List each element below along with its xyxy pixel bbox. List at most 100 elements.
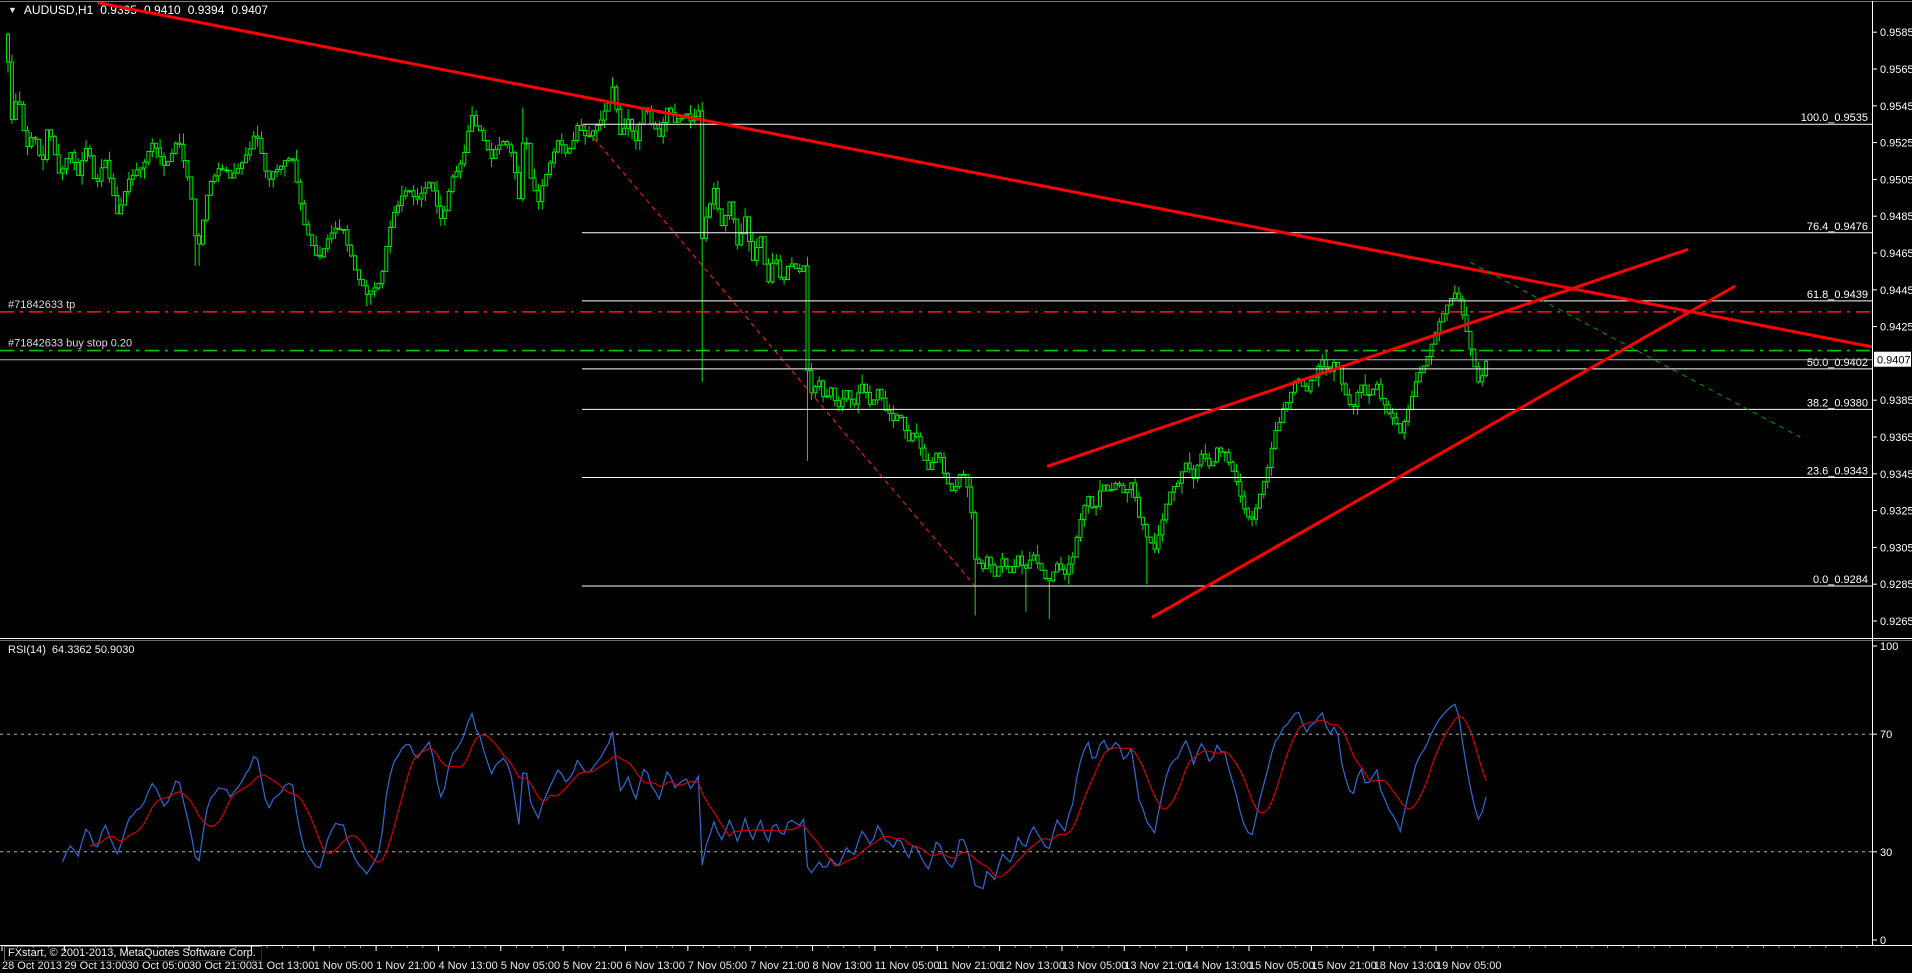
trend-lines[interactable] xyxy=(97,1,1873,619)
candle-body xyxy=(462,152,467,165)
candle-body xyxy=(1300,378,1305,387)
candle-body xyxy=(1343,383,1348,396)
candle-body xyxy=(1059,563,1063,570)
time-scale[interactable]: 28 Oct 2013 29 Oct 13:00 30 Oct 05:00 30 Oc… xyxy=(1,946,1858,972)
price-label: 0.9565 xyxy=(1880,64,1912,76)
candle-body xyxy=(1277,421,1282,432)
candle-body xyxy=(208,181,213,196)
candle-body xyxy=(575,125,580,141)
candle-body xyxy=(29,137,34,148)
trend-line-ascending-support-2[interactable] xyxy=(1151,284,1736,619)
candle-body xyxy=(80,160,85,176)
candle-body xyxy=(1394,417,1399,425)
candle-body xyxy=(146,151,151,163)
candle-body xyxy=(548,162,553,175)
candle-body xyxy=(314,245,319,256)
candle-body xyxy=(567,148,572,154)
candle-body xyxy=(1215,447,1219,463)
candle-body xyxy=(501,141,506,146)
platform-copyright: FXstart, © 2001-2013, MetaQuotes Softwar… xyxy=(4,946,262,961)
candle-body xyxy=(1179,471,1184,484)
price-label: 0.9305 xyxy=(1880,542,1912,554)
candle-body xyxy=(1105,484,1110,492)
candle-body xyxy=(708,203,712,218)
candle-body xyxy=(1359,384,1364,394)
candle-body xyxy=(119,204,124,215)
candle-body xyxy=(48,129,53,138)
candle-body xyxy=(337,227,342,230)
candle-body xyxy=(676,118,681,123)
candle-body xyxy=(380,271,385,285)
trend-line-descending-resistance[interactable] xyxy=(97,1,1873,349)
price-label: 0.9585 xyxy=(1880,27,1912,39)
candle-body xyxy=(466,130,471,154)
candle-body xyxy=(934,452,939,464)
candle-body xyxy=(41,154,46,160)
candle-body xyxy=(306,224,311,236)
candle-body xyxy=(458,163,463,173)
candle-body xyxy=(860,383,865,394)
candle-body xyxy=(357,269,361,280)
candle-body xyxy=(349,244,354,257)
candle-body xyxy=(1008,566,1013,573)
candle-body xyxy=(321,248,326,258)
candle-body xyxy=(906,429,911,442)
candle-body xyxy=(333,227,338,234)
rsi-scale[interactable]: 100 70 30 0 xyxy=(1872,641,1898,947)
candle-body xyxy=(341,229,346,231)
candle-body xyxy=(91,155,96,179)
candle-body xyxy=(130,174,135,180)
candle-body xyxy=(1078,519,1083,538)
symbol-period-label: AUDUSD,H1 xyxy=(23,3,94,17)
candle-body xyxy=(1242,495,1247,510)
candle-body xyxy=(399,195,404,207)
price-box-value: 0.9407 xyxy=(1877,355,1911,367)
candle-body xyxy=(774,259,779,264)
candle-body xyxy=(563,144,568,154)
candle-body xyxy=(520,142,525,200)
trend-line-green-projection[interactable] xyxy=(1469,261,1801,438)
fibonacci-retracement[interactable]: 100.0_0.9535 76.4_0.9476 61.8_0.9439 50.0_0… xyxy=(581,112,1872,587)
candle-body xyxy=(1339,366,1344,385)
candle-body xyxy=(957,473,962,488)
candle-body xyxy=(883,397,888,411)
candle-body xyxy=(76,162,81,176)
candle-body xyxy=(392,211,397,228)
candle-body xyxy=(201,219,205,245)
candle-body xyxy=(817,380,822,388)
candle-body xyxy=(805,265,810,372)
candle-body xyxy=(169,152,174,163)
trend-line-ascending-support-1[interactable] xyxy=(1046,247,1689,468)
candle-body xyxy=(1433,332,1438,345)
candle-body xyxy=(1464,314,1469,332)
symbol-dropdown-icon[interactable]: ▼ xyxy=(8,5,17,15)
price-scale[interactable]: 0.9585 0.9565 0.9545 0.9525 0.9505 0.9485 0.94… xyxy=(1872,27,1912,628)
order-tp-label: #71842633 tp xyxy=(8,299,75,311)
candle-body xyxy=(271,171,276,180)
candle-body xyxy=(555,140,560,153)
candle-body xyxy=(474,115,478,127)
candle-body xyxy=(743,216,748,235)
candle-body xyxy=(1191,468,1196,479)
candle-body xyxy=(684,113,689,116)
time-label: 15 Nov 21:00 xyxy=(1311,960,1376,972)
rsi-indicator-label: RSI(14) 64.3362 50.9030 xyxy=(8,644,135,656)
candle-body xyxy=(138,167,143,171)
order-lines[interactable]: #71842633 tp #71842633 buy stop 0.20 xyxy=(0,299,1872,352)
candle-body xyxy=(1480,375,1485,383)
candle-body xyxy=(1269,447,1274,469)
candle-body xyxy=(1265,467,1270,483)
time-label: 30 Oct 05:00 xyxy=(127,960,190,972)
candle-body xyxy=(72,152,77,164)
time-label: 8 Nov 13:00 xyxy=(813,960,872,972)
candle-body xyxy=(700,110,705,240)
candle-body xyxy=(661,122,666,137)
candle-body xyxy=(1304,385,1309,392)
rsi-values: 64.3362 50.9030 xyxy=(51,644,135,656)
candle-body xyxy=(1160,519,1165,536)
candle-body xyxy=(236,167,241,174)
candle-body xyxy=(864,383,868,394)
candle-body xyxy=(37,138,42,156)
fib-level-label: 76.4_0.9476 xyxy=(1807,221,1868,233)
